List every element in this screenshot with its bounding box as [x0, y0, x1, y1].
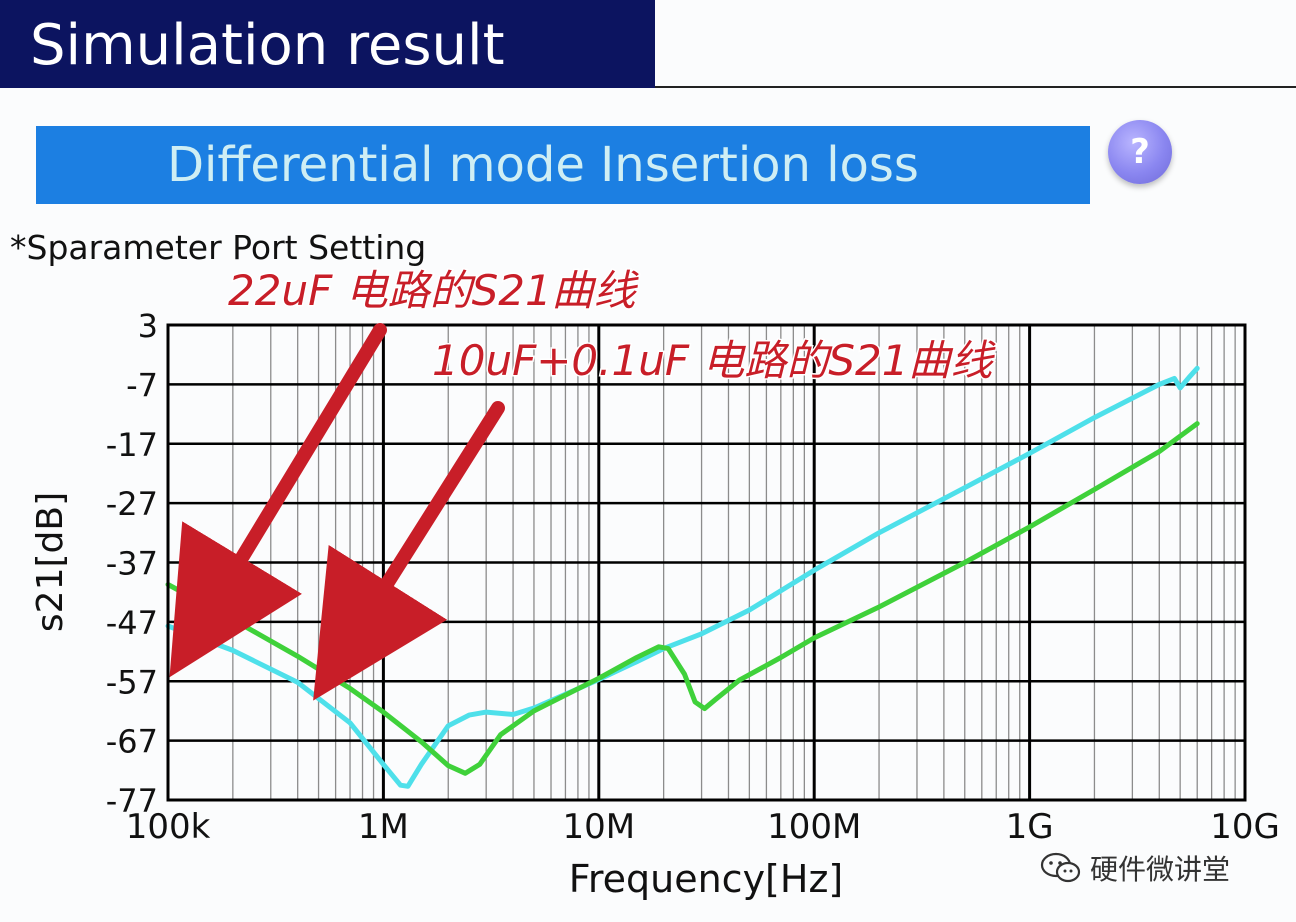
- y-tick-label: -17: [106, 426, 158, 464]
- question-mark-icon: ?: [1130, 132, 1150, 172]
- x-tick-label: 100M: [767, 807, 861, 847]
- slide-title: Simulation result: [30, 13, 505, 78]
- annotation-label-10uF: 10uF+0.1uF 电路的S21曲线: [432, 336, 996, 385]
- annotation-arrow-10uF: [313, 401, 505, 701]
- y-tick-label: -77: [106, 782, 158, 820]
- help-button[interactable]: ?: [1108, 120, 1172, 184]
- x-tick-label: 1G: [1006, 807, 1054, 847]
- watermark: 硬件微讲堂: [1040, 848, 1230, 888]
- annotations: 22uF 电路的S21曲线 10uF+0.1uF 电路的S21曲线: [169, 265, 998, 701]
- x-tick-label: 1M: [358, 807, 409, 847]
- wechat-icon: [1040, 852, 1081, 883]
- x-axis-label: Frequency[Hz]: [569, 857, 843, 901]
- banner-title: Differential mode Insertion loss: [167, 137, 919, 193]
- y-axis-label: s21[dB]: [30, 492, 71, 632]
- y-tick-label: -57: [106, 663, 158, 701]
- x-tick-label: 100k: [126, 807, 211, 847]
- x-tick-labels: 100k 1M 10M 100M 1G 10G: [126, 807, 1280, 847]
- y-tick-label: -37: [106, 545, 158, 583]
- y-tick-label: -47: [106, 604, 158, 642]
- x-tick-label: 10G: [1210, 807, 1280, 847]
- y-tick-label: 3: [138, 307, 158, 345]
- series-line: [165, 421, 1200, 776]
- annotation-label-22uF: 22uF 电路的S21曲线: [228, 266, 640, 315]
- curves: [165, 365, 1200, 789]
- y-tick-label: -7: [126, 366, 158, 404]
- x-tick-label: 10M: [562, 807, 635, 847]
- watermark-text: 硬件微讲堂: [1090, 853, 1231, 886]
- plot-frame: [166, 323, 1247, 802]
- y-tick-labels: 3 -7 -17 -27 -37 -47 -57 -67 -77: [106, 307, 158, 820]
- annotation-arrow-22uF: [169, 323, 387, 678]
- slide-header: Simulation result: [0, 0, 655, 88]
- y-tick-label: -67: [106, 723, 158, 761]
- port-setting-label: *Sparameter Port Setting: [10, 228, 427, 267]
- chart-banner: Differential mode Insertion loss: [36, 126, 1090, 204]
- major-gridlines: [166, 323, 1247, 802]
- header-divider: [655, 86, 1296, 88]
- y-tick-label: -27: [106, 485, 158, 523]
